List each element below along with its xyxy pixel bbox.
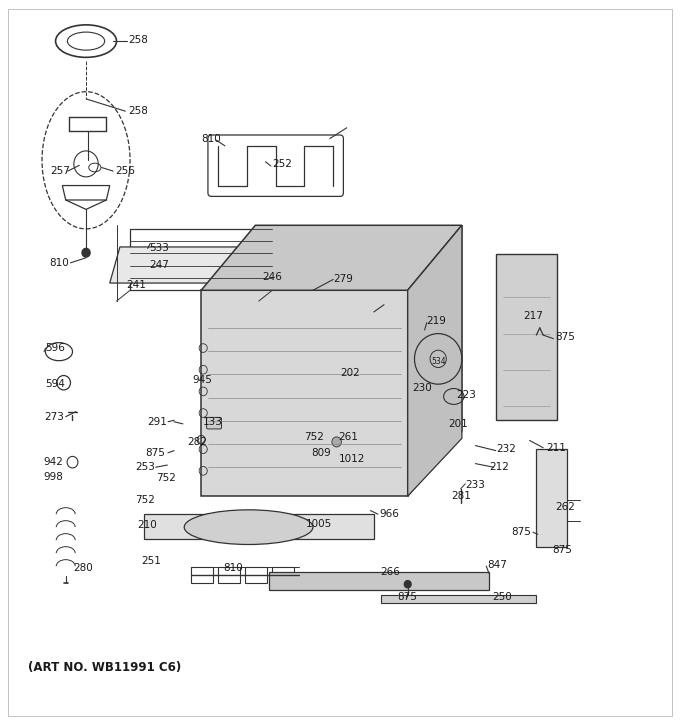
- Polygon shape: [408, 225, 462, 496]
- Bar: [191, 567, 213, 583]
- Text: 281: 281: [452, 491, 472, 501]
- FancyBboxPatch shape: [207, 418, 222, 429]
- Polygon shape: [496, 254, 557, 420]
- Polygon shape: [143, 514, 374, 539]
- Text: 752: 752: [156, 473, 175, 483]
- Text: 998: 998: [44, 471, 63, 481]
- Text: 942: 942: [44, 457, 63, 467]
- Text: 233: 233: [465, 480, 485, 490]
- Text: 594: 594: [46, 379, 65, 389]
- Text: 291: 291: [147, 417, 167, 427]
- Text: (ART NO. WB11991 C6): (ART NO. WB11991 C6): [29, 660, 182, 674]
- Text: 752: 752: [135, 494, 155, 505]
- Circle shape: [405, 581, 411, 588]
- Text: 262: 262: [556, 502, 575, 512]
- Text: 241: 241: [126, 280, 147, 289]
- Polygon shape: [381, 595, 537, 603]
- Text: 847: 847: [488, 560, 507, 570]
- Ellipse shape: [247, 270, 264, 278]
- Text: 256: 256: [115, 166, 135, 176]
- Text: 1012: 1012: [339, 454, 365, 463]
- Text: 966: 966: [379, 509, 399, 519]
- Text: 279: 279: [333, 275, 353, 284]
- Polygon shape: [201, 290, 408, 496]
- Text: 212: 212: [489, 463, 509, 472]
- Text: 809: 809: [311, 448, 331, 457]
- Text: 261: 261: [339, 432, 358, 442]
- Bar: [272, 567, 294, 583]
- Text: 258: 258: [129, 35, 149, 45]
- Bar: [245, 567, 267, 583]
- Text: 534: 534: [431, 357, 446, 366]
- Text: 223: 223: [456, 390, 477, 400]
- Text: 211: 211: [547, 443, 566, 452]
- Text: 273: 273: [44, 412, 64, 422]
- Polygon shape: [269, 572, 489, 590]
- Bar: [130, 229, 272, 290]
- Text: 230: 230: [413, 383, 432, 393]
- Text: 810: 810: [201, 133, 221, 144]
- Text: 875: 875: [397, 592, 417, 602]
- Text: 253: 253: [135, 463, 155, 472]
- Text: 258: 258: [129, 106, 149, 116]
- Text: 247: 247: [149, 260, 169, 270]
- Bar: [218, 567, 240, 583]
- Text: 219: 219: [426, 315, 447, 326]
- Text: 945: 945: [192, 375, 212, 385]
- Text: 875: 875: [146, 448, 165, 457]
- Text: 533: 533: [149, 244, 169, 254]
- Text: 251: 251: [141, 556, 161, 566]
- Text: 596: 596: [46, 343, 65, 353]
- Text: 875: 875: [556, 331, 575, 341]
- Text: 252: 252: [272, 159, 292, 169]
- Text: 202: 202: [340, 368, 360, 378]
- Text: 232: 232: [496, 444, 515, 454]
- Text: 1005: 1005: [306, 519, 333, 529]
- Polygon shape: [408, 225, 462, 496]
- Text: 217: 217: [523, 310, 543, 320]
- Text: 280: 280: [73, 563, 93, 573]
- Ellipse shape: [184, 510, 313, 544]
- Text: 210: 210: [137, 520, 156, 530]
- Polygon shape: [109, 247, 272, 283]
- Text: 246: 246: [262, 273, 282, 282]
- Circle shape: [82, 249, 90, 257]
- Text: 257: 257: [50, 166, 70, 176]
- Text: 875: 875: [511, 527, 531, 537]
- Text: 810: 810: [49, 258, 69, 268]
- Circle shape: [332, 437, 341, 447]
- Text: 752: 752: [304, 432, 324, 442]
- Text: 810: 810: [224, 563, 243, 573]
- Polygon shape: [537, 450, 567, 547]
- Text: 282: 282: [188, 437, 207, 447]
- Text: 250: 250: [492, 592, 512, 602]
- Text: 133: 133: [203, 417, 223, 427]
- Polygon shape: [201, 225, 462, 290]
- Text: 875: 875: [552, 545, 572, 555]
- Text: 201: 201: [448, 419, 468, 429]
- Text: 266: 266: [381, 567, 401, 577]
